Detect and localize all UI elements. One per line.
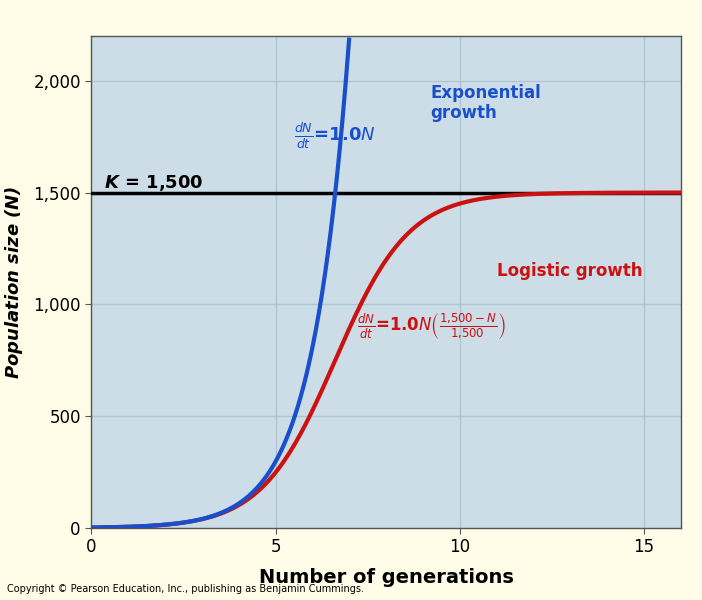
X-axis label: Number of generations: Number of generations [258,568,514,587]
Text: Logistic growth: Logistic growth [497,262,642,280]
Text: Copyright © Pearson Education, Inc., publishing as Benjamin Cummings.: Copyright © Pearson Education, Inc., pub… [7,584,364,594]
Y-axis label: Population size ($\bfit{N}$): Population size ($\bfit{N}$) [3,185,25,379]
Text: $\frac{dN}{dt}$=1.0$N$: $\frac{dN}{dt}$=1.0$N$ [294,122,376,151]
Text: Exponential
growth: Exponential growth [430,83,541,122]
Text: $\bfit{K}$ = 1,500: $\bfit{K}$ = 1,500 [104,173,204,193]
Text: $\frac{dN}{dt}$=1.0$N$$\left(\frac{1{,}500-N}{1{,}500}\right)$: $\frac{dN}{dt}$=1.0$N$$\left(\frac{1{,}5… [357,312,505,342]
